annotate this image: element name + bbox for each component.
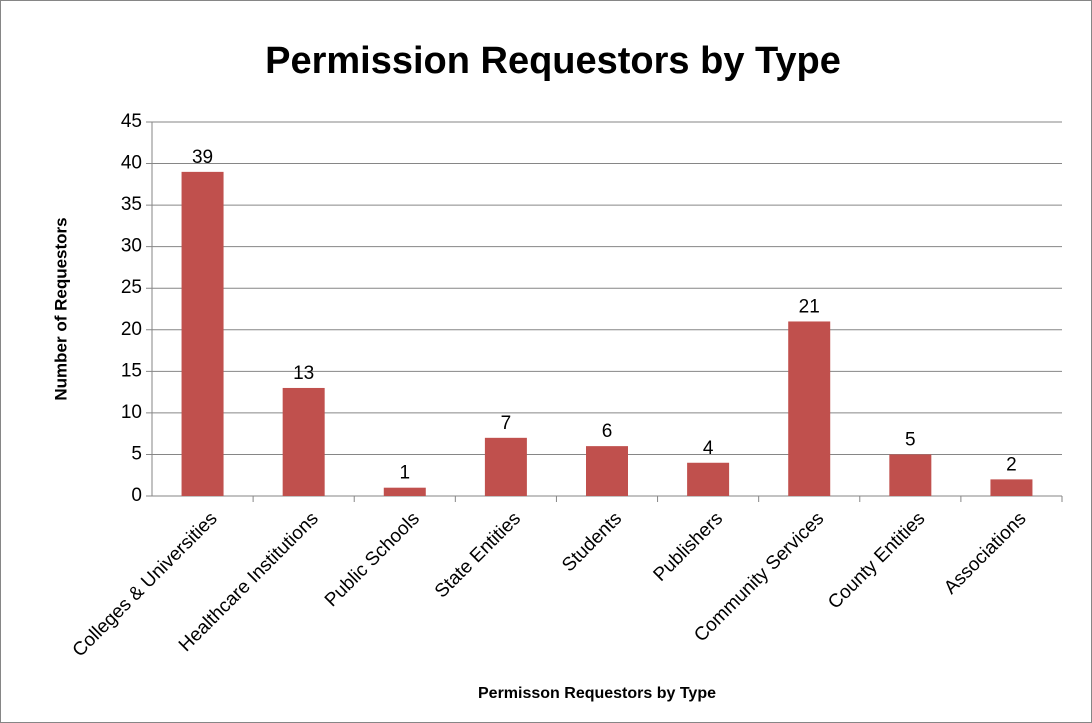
data-label: 2: [1006, 454, 1017, 475]
x-axis-label: Permisson Requestors by Type: [478, 685, 716, 702]
data-label: 5: [905, 429, 916, 450]
data-label: 6: [602, 421, 613, 442]
y-tick-label: 0: [131, 485, 142, 506]
bar: [586, 446, 628, 496]
data-label: 13: [293, 363, 314, 384]
data-label: 21: [799, 296, 820, 317]
y-tick-label: 30: [121, 236, 142, 257]
chart-title: Permission Requestors by Type: [265, 40, 841, 82]
bar: [181, 171, 224, 496]
bar: [889, 454, 932, 496]
y-tick-label: 35: [121, 194, 142, 215]
bar: [788, 321, 831, 496]
y-tick-label: 10: [121, 402, 142, 423]
data-label: 4: [703, 438, 714, 459]
bar: [484, 437, 527, 496]
bar: [687, 462, 730, 496]
data-label: 39: [192, 147, 213, 168]
y-tick-label: 5: [131, 443, 142, 464]
y-tick-label: 15: [121, 360, 142, 381]
y-tick-label: 20: [121, 319, 142, 340]
bar: [383, 487, 426, 496]
y-axis-label: Number of Requestors: [51, 217, 70, 400]
bar: [282, 387, 325, 496]
bar: [990, 479, 1033, 496]
data-label: 7: [501, 413, 512, 434]
y-tick-label: 45: [121, 111, 142, 132]
y-tick-label: 40: [121, 153, 142, 174]
y-tick-label: 25: [121, 277, 142, 298]
data-label: 1: [399, 463, 410, 484]
